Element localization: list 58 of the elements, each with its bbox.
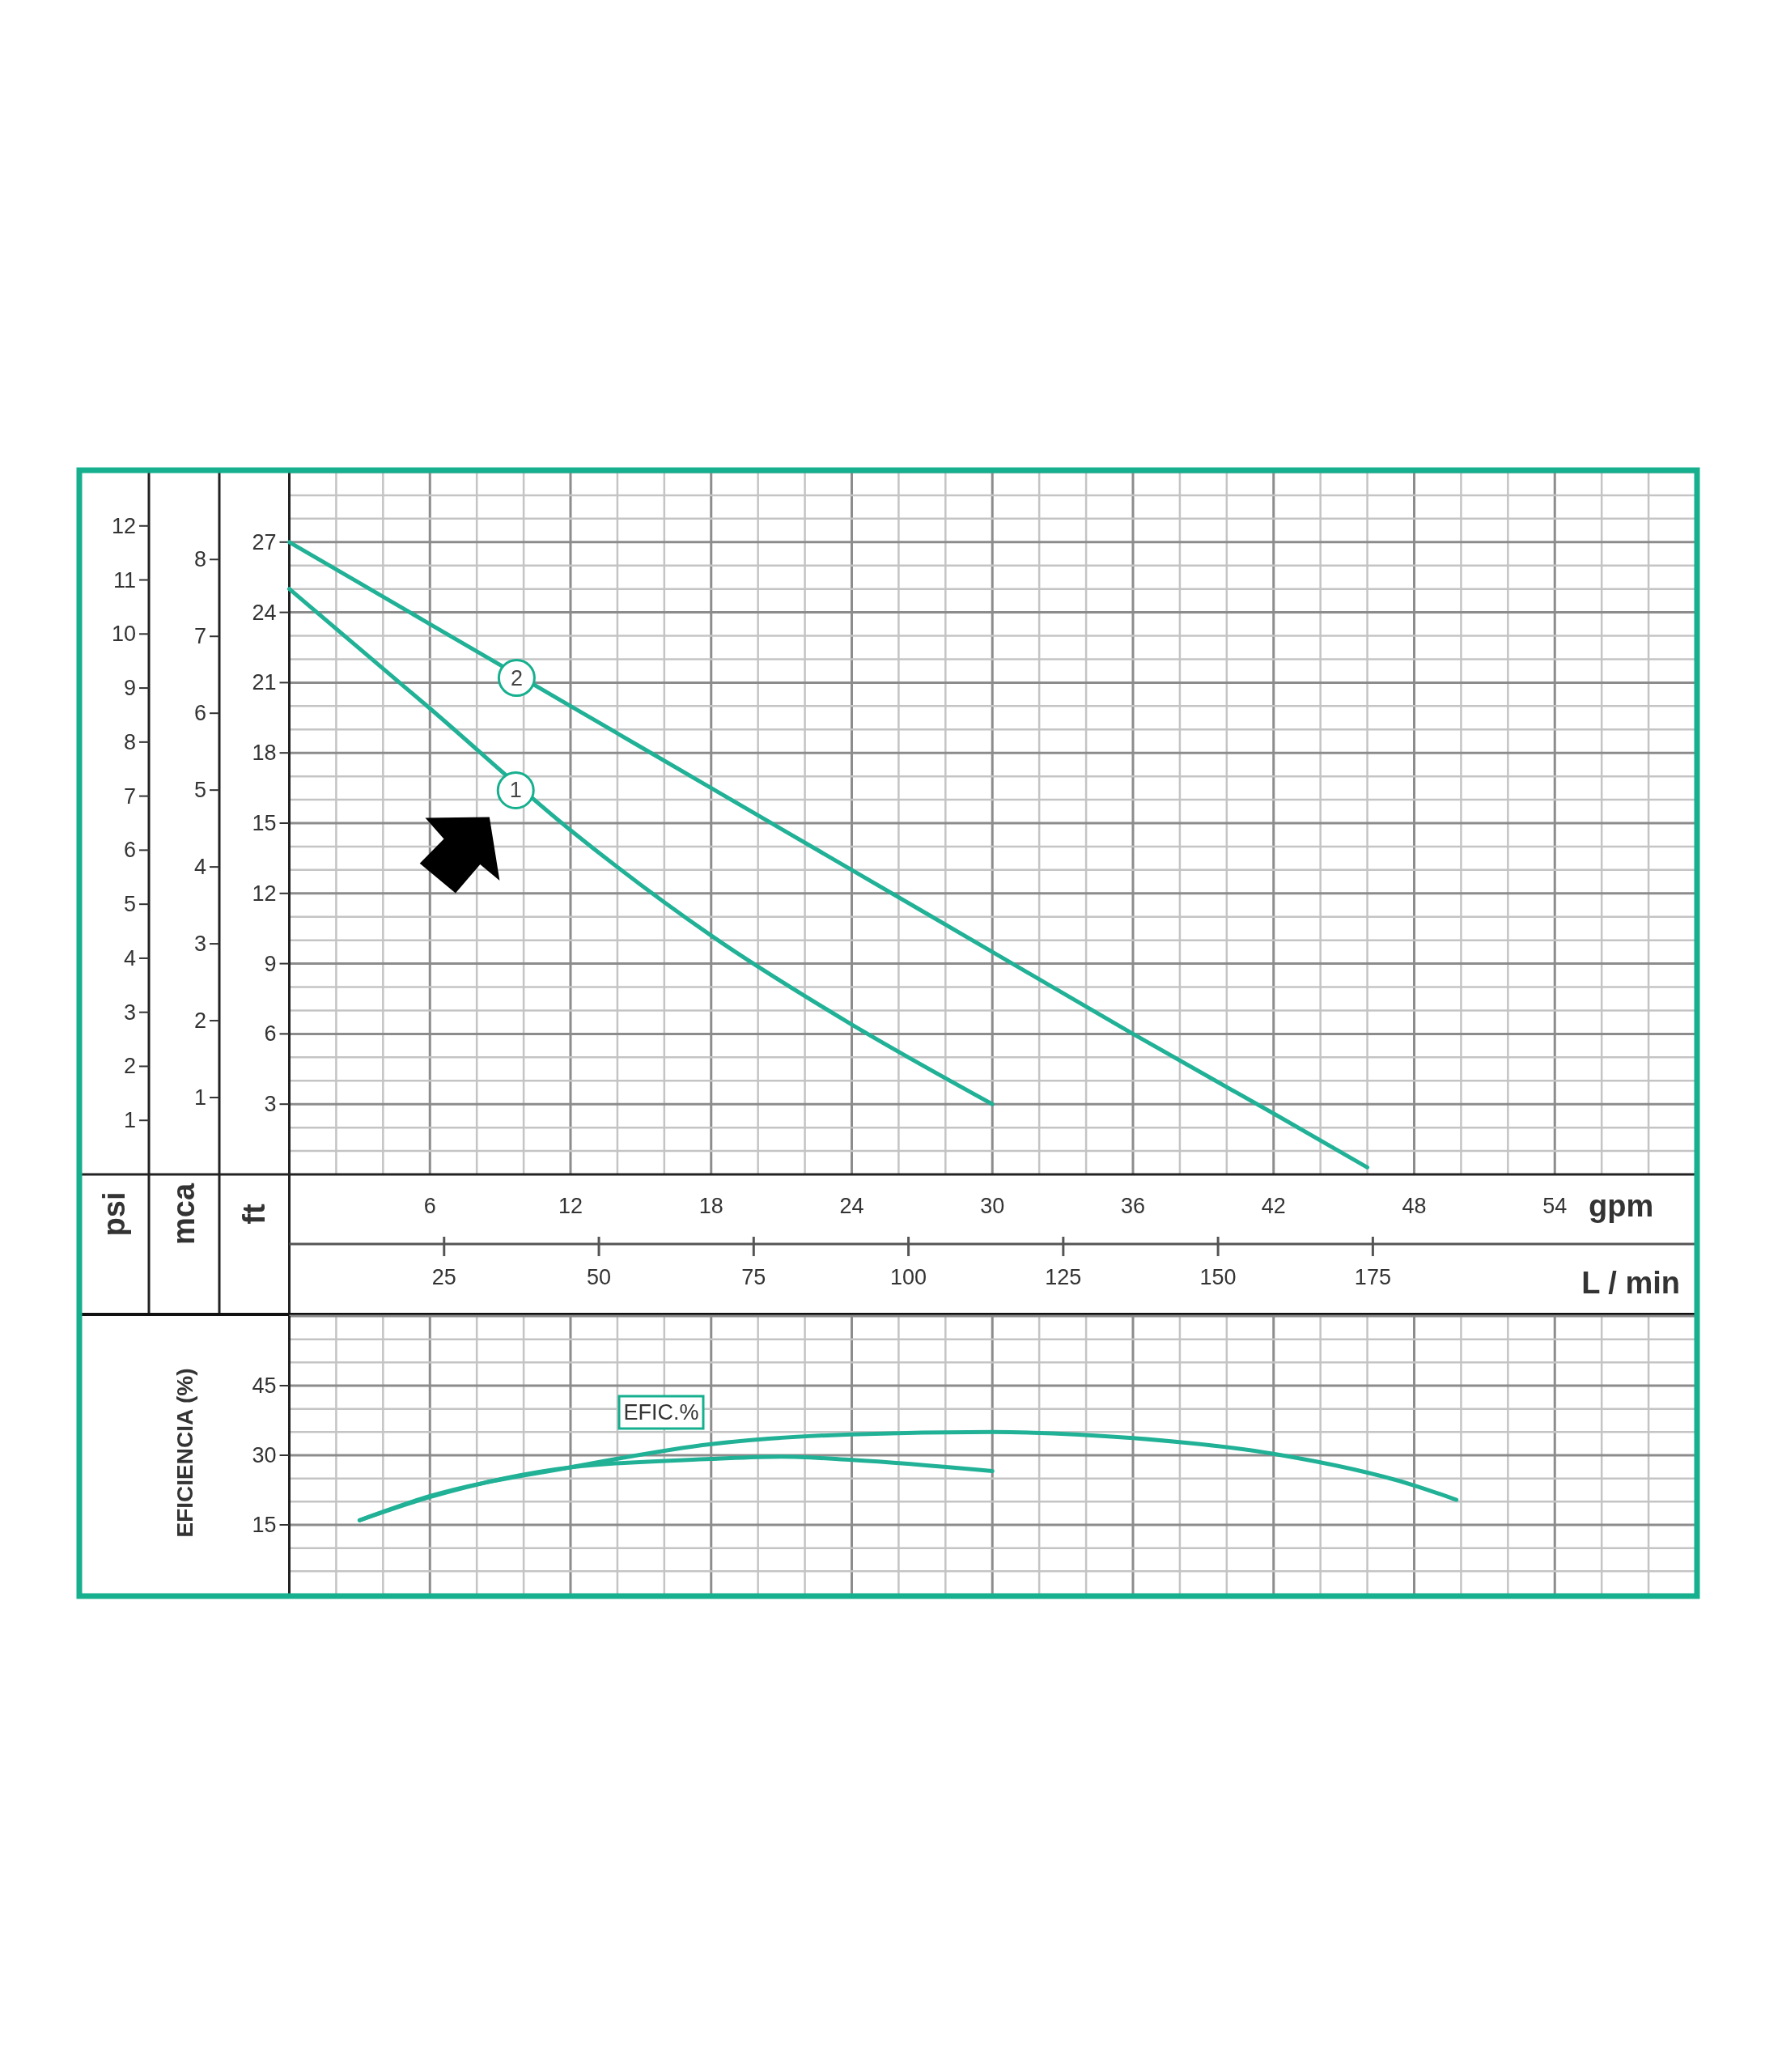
y3-tick-label: 6 xyxy=(123,838,136,863)
y3-tick-label: 7 xyxy=(123,783,136,809)
y3-axis-title: psi xyxy=(97,1191,131,1237)
y2-tick-label: 8 xyxy=(193,547,206,572)
y2-tick-label: 6 xyxy=(193,701,206,726)
x-axis-title: gpm xyxy=(1589,1189,1654,1223)
y-tick-label: 30 xyxy=(252,1443,277,1467)
x-tick-label: 36 xyxy=(1120,1194,1146,1218)
y-tick-label: 6 xyxy=(264,1021,277,1047)
y-tick-label: 15 xyxy=(252,1513,277,1537)
y2-axis-title: mca xyxy=(167,1182,201,1246)
y-tick-label: 3 xyxy=(264,1092,277,1117)
x2-tick-label: 125 xyxy=(1045,1265,1082,1289)
y-tick-label: 45 xyxy=(252,1374,277,1398)
annotation: 2 xyxy=(510,665,523,690)
y-axis-title: ft xyxy=(237,1204,271,1225)
x-tick-label: 12 xyxy=(558,1194,583,1218)
y3-tick-label: 12 xyxy=(111,513,136,538)
x2-tick-label: 25 xyxy=(431,1265,456,1289)
x-tick-label: 54 xyxy=(1542,1194,1568,1218)
x2-tick-label: 100 xyxy=(890,1265,927,1289)
y-tick-label: 15 xyxy=(252,811,277,835)
x-tick-label: 24 xyxy=(839,1194,864,1218)
x2-axis-title: L / min xyxy=(1581,1266,1680,1300)
x-tick-label: 42 xyxy=(1261,1194,1286,1218)
y2-tick-label: 3 xyxy=(193,932,206,957)
label-box: EFIC.% xyxy=(617,1395,705,1430)
y3-tick-label: 1 xyxy=(123,1108,136,1133)
y2-tick-label: 4 xyxy=(193,855,206,880)
y3-tick-label: 9 xyxy=(123,676,136,701)
y2-tick-label: 5 xyxy=(193,778,206,803)
y-tick-label: 9 xyxy=(264,951,277,976)
x2-tick-label: 175 xyxy=(1354,1265,1391,1289)
annotation: 1 xyxy=(509,778,522,803)
y-tick-label: 21 xyxy=(252,670,277,695)
annotation: EFIC.% xyxy=(623,1400,699,1424)
y3-tick-label: 2 xyxy=(123,1054,136,1079)
y3-tick-label: 4 xyxy=(123,945,136,970)
x-tick-label: 30 xyxy=(980,1194,1005,1218)
x-tick-label: 6 xyxy=(423,1194,436,1218)
x2-tick-label: 50 xyxy=(587,1265,612,1289)
y-tick-label: 24 xyxy=(252,600,277,625)
y2-tick-label: 1 xyxy=(193,1085,206,1110)
y3-tick-label: 3 xyxy=(123,1000,136,1025)
y-axis-title: EFICIENCIA (%) xyxy=(172,1368,197,1538)
y2-tick-label: 2 xyxy=(193,1008,206,1034)
y3-tick-label: 10 xyxy=(111,622,136,647)
y-tick-label: 18 xyxy=(252,741,277,766)
x-tick-label: 48 xyxy=(1402,1194,1427,1218)
y3-tick-label: 11 xyxy=(112,567,136,592)
y3-tick-label: 5 xyxy=(123,892,136,917)
x2-tick-label: 150 xyxy=(1199,1265,1237,1289)
y3-tick-label: 8 xyxy=(123,729,136,754)
y-tick-label: 27 xyxy=(252,529,277,554)
y-tick-label: 12 xyxy=(252,881,277,906)
x2-tick-label: 75 xyxy=(741,1265,766,1289)
y2-tick-label: 7 xyxy=(193,624,206,649)
x-tick-label: 18 xyxy=(698,1194,723,1218)
